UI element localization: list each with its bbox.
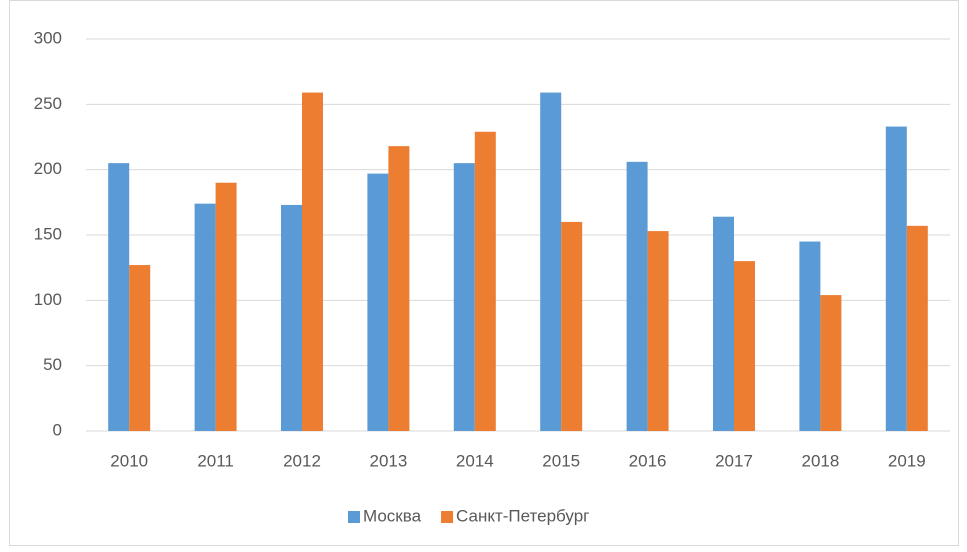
bar: [820, 295, 842, 431]
bar: [388, 146, 410, 431]
y-tick-label: 50: [43, 355, 62, 374]
bar: [540, 92, 562, 431]
bar: [713, 216, 734, 431]
bar: [281, 204, 302, 431]
bar: [194, 203, 216, 431]
y-tick-label: 0: [53, 420, 62, 439]
x-tick-label: 2013: [369, 451, 407, 470]
x-tick-label: 2011: [197, 451, 234, 470]
x-tick-label: 2010: [110, 451, 148, 470]
bar: [453, 163, 475, 431]
y-tick-label: 250: [34, 94, 62, 113]
x-tick-label: 2018: [801, 451, 839, 470]
bar: [906, 225, 928, 431]
y-tick-label: 100: [34, 290, 62, 309]
x-tick-label: 2019: [888, 451, 926, 470]
bar: [129, 265, 151, 431]
bar: [647, 231, 669, 431]
y-tick-label: 200: [34, 159, 62, 178]
bar: [367, 173, 389, 431]
legend-label: Санкт-Петербург: [456, 506, 589, 525]
x-tick-label: 2012: [283, 451, 321, 470]
bar: [561, 221, 583, 431]
bar: [734, 261, 755, 431]
bar: [885, 126, 907, 432]
legend-swatch: [348, 511, 360, 523]
legend-swatch: [441, 511, 454, 523]
x-tick-label: 2016: [629, 451, 667, 470]
bar: [108, 163, 130, 431]
bar: [302, 92, 323, 431]
legend-label: Москва: [363, 506, 422, 525]
bar: [799, 241, 821, 431]
y-tick-label: 300: [34, 28, 62, 47]
x-tick-label: 2017: [715, 451, 753, 470]
x-tick-label: 2015: [542, 451, 580, 470]
y-tick-label: 150: [34, 224, 62, 243]
bar: [474, 131, 496, 432]
bar: [215, 182, 237, 431]
bar: [626, 161, 648, 431]
x-tick-label: 2014: [456, 451, 494, 470]
